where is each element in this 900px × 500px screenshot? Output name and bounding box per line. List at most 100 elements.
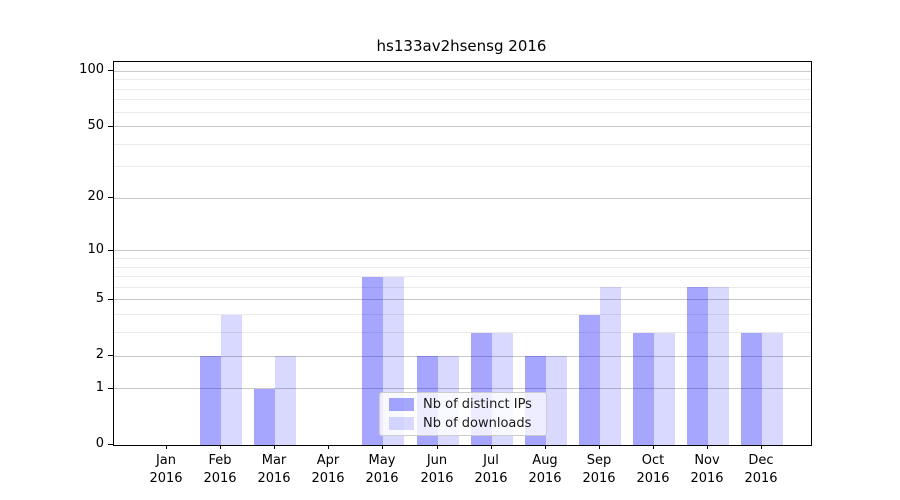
x-tick-mark [761,445,762,449]
legend-swatch-downloads-icon [389,417,414,430]
x-tick-year: 2016 [257,471,291,486]
y-gridline-minor [114,112,811,113]
bar-distinct-ips [741,333,762,445]
y-tick-label: 1 [95,380,104,395]
y-tick-mark [108,126,113,127]
y-tick-label: 2 [95,347,104,362]
x-tick-year: 2016 [311,471,345,486]
y-gridline-minor [114,79,811,80]
y-tick-mark [108,388,113,389]
x-tick-label: Aug 2016 [517,452,573,488]
y-gridline-major [114,198,811,199]
y-gridline-major [114,299,811,300]
x-tick-mark [707,445,708,449]
chart-title: hs133av2hsensg 2016 [376,37,547,55]
x-tick-month: Jul [483,453,499,468]
x-tick-month: Sep [586,453,612,468]
x-tick-mark [166,445,167,449]
bar-distinct-ips [633,333,654,445]
x-tick-mark [599,445,600,449]
x-tick-label: Apr 2016 [300,452,356,488]
legend-item-label: Nb of downloads [423,416,532,431]
y-tick-mark [108,197,113,198]
legend-swatch-distinct-ips-icon [389,398,414,411]
y-gridline-major [114,250,811,251]
y-tick-label: 10 [87,242,104,257]
x-tick-year: 2016 [528,471,562,486]
x-tick-mark [653,445,654,449]
y-tick-label: 0 [95,436,104,451]
bar-distinct-ips [579,315,600,445]
bar-distinct-ips [200,356,221,445]
y-gridline-minor [114,332,811,333]
x-tick-mark [220,445,221,449]
bar-downloads [221,315,242,445]
x-tick-label: Feb 2016 [192,452,248,488]
x-tick-label: Jun 2016 [409,452,465,488]
y-tick-label: 20 [87,189,104,204]
y-tick-label: 5 [95,291,104,306]
x-tick-label: Mar 2016 [246,452,302,488]
x-tick-year: 2016 [149,471,183,486]
bar-downloads [275,356,296,445]
legend-item-downloads: Nb of downloads [380,415,546,433]
y-gridline-major [114,126,811,127]
x-tick-mark [382,445,383,449]
x-tick-label: May 2016 [354,452,410,488]
y-tick-mark [108,444,113,445]
y-tick-mark [108,299,113,300]
x-tick-year: 2016 [420,471,454,486]
y-tick-label: 50 [87,118,104,133]
x-tick-month: Mar [261,453,287,468]
x-tick-month: Feb [208,453,232,468]
bar-downloads [708,287,729,445]
y-gridline-minor [114,99,811,100]
bar-downloads [762,333,783,445]
x-tick-year: 2016 [365,471,399,486]
x-tick-year: 2016 [690,471,724,486]
bar-downloads [546,356,567,445]
x-tick-month: Aug [532,453,558,468]
legend-item-label: Nb of distinct IPs [423,397,532,412]
x-tick-year: 2016 [203,471,237,486]
x-tick-month: Jun [426,453,448,468]
bar-distinct-ips [362,277,383,445]
y-gridline-minor [114,287,811,288]
x-tick-label: Sep 2016 [571,452,627,488]
x-tick-mark [491,445,492,449]
x-tick-mark [328,445,329,449]
y-gridline-minor [114,89,811,90]
y-tick-mark [108,250,113,251]
bar-distinct-ips [687,287,708,445]
y-gridline-minor [114,267,811,268]
x-tick-label: Dec 2016 [733,452,789,488]
legend-item-distinct-ips: Nb of distinct IPs [380,396,546,414]
x-tick-year: 2016 [582,471,616,486]
plot-area: Nb of distinct IPs Nb of downloads [113,61,812,446]
x-tick-year: 2016 [744,471,778,486]
bar-downloads [654,333,675,445]
x-tick-month: May [368,453,396,468]
y-gridline-major [114,71,811,72]
bar-downloads [600,287,621,445]
x-tick-year: 2016 [474,471,508,486]
x-tick-label: Jul 2016 [463,452,519,488]
bar-distinct-ips [254,389,275,445]
x-tick-mark [274,445,275,449]
y-tick-mark [108,70,113,71]
x-tick-month: Apr [316,453,340,468]
y-gridline-minor [114,258,811,259]
y-gridline-minor [114,144,811,145]
x-tick-month: Dec [748,453,774,468]
x-tick-month: Oct [641,453,665,468]
x-tick-label: Oct 2016 [625,452,681,488]
x-tick-mark [545,445,546,449]
y-tick-label: 100 [79,62,104,77]
x-tick-label: Nov 2016 [679,452,735,488]
x-tick-month: Nov [694,453,720,468]
x-tick-label: Jan 2016 [138,452,194,488]
x-tick-year: 2016 [636,471,670,486]
y-gridline-minor [114,276,811,277]
y-gridline-minor [114,166,811,167]
